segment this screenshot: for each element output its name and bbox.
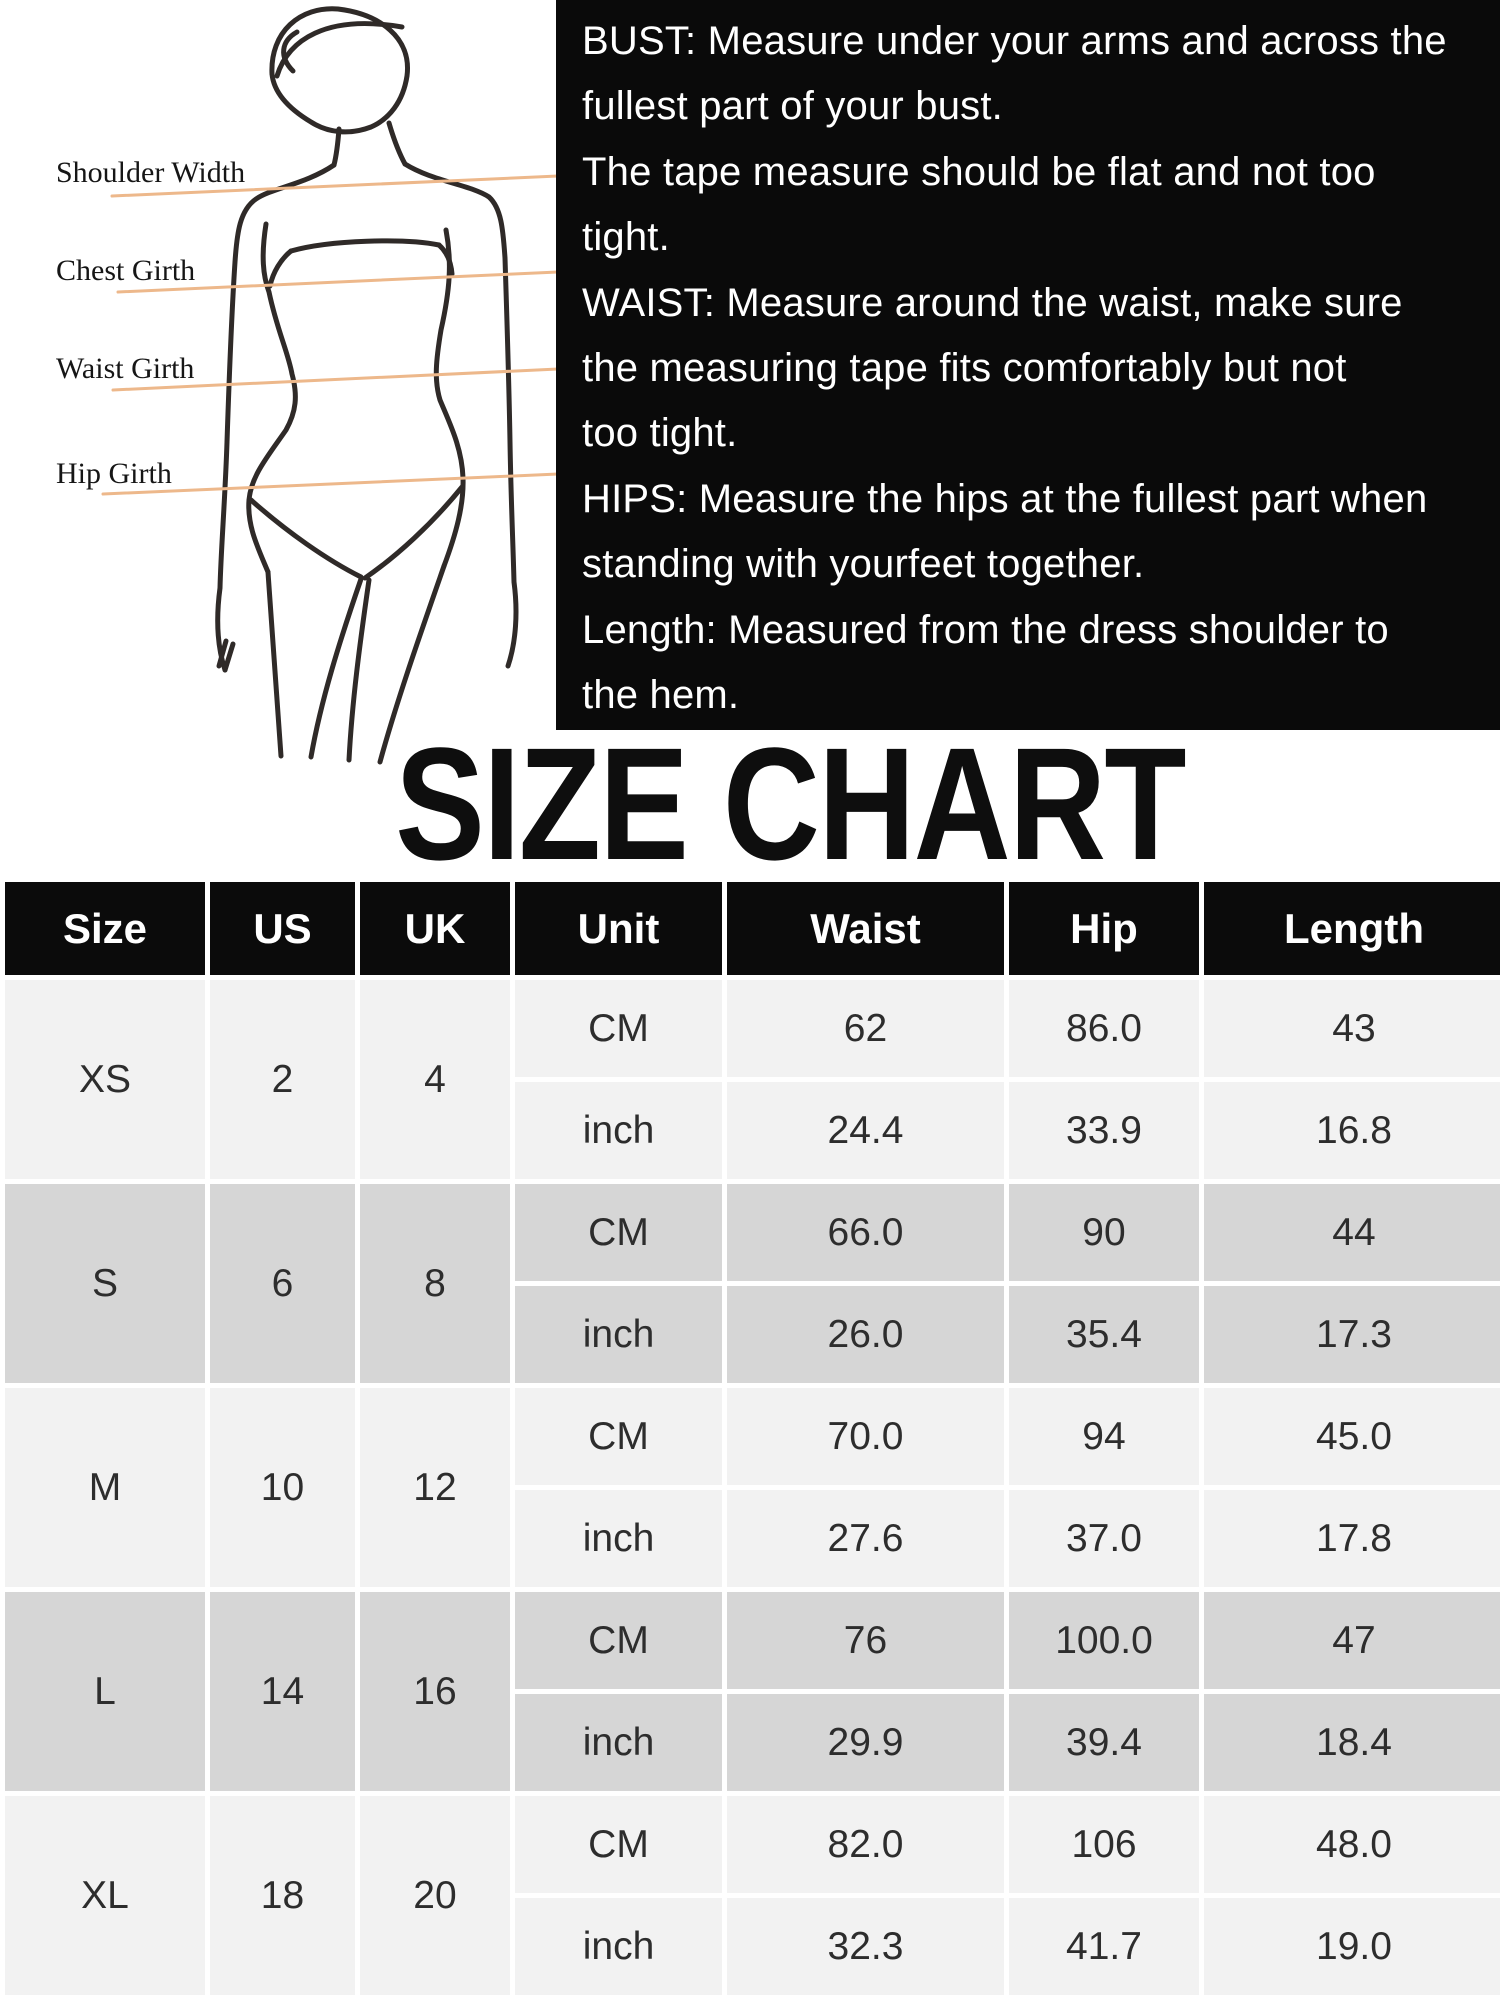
size-cell: L (5, 1592, 205, 1791)
waist-cell: 70.0 (727, 1388, 1004, 1485)
waist-girth-label: Waist Girth (56, 352, 195, 385)
uk-cell: 16 (360, 1592, 510, 1791)
length-cell: 16.8 (1204, 1082, 1500, 1179)
unit-cell: inch (515, 1898, 722, 1995)
hip-cell: 90 (1009, 1184, 1199, 1281)
column-header-us: US (210, 882, 355, 975)
us-cell: 14 (210, 1592, 355, 1791)
waist-cell: 62 (727, 980, 1004, 1077)
length-cell: 45.0 (1204, 1388, 1500, 1485)
size-cell: S (5, 1184, 205, 1383)
unit-cell: CM (515, 1388, 722, 1485)
hip-cell: 106 (1009, 1796, 1199, 1893)
waist-cell: 27.6 (727, 1490, 1004, 1587)
waist-line (111, 367, 558, 392)
instruction-line: the measuring tape fits comfortably but … (582, 346, 1347, 391)
waist-cell: 82.0 (727, 1796, 1004, 1893)
size-row-M-inch: inch 27.6 37.0 17.8 (5, 1490, 1500, 1587)
unit-cell: CM (515, 980, 722, 1077)
unit-cell: inch (515, 1694, 722, 1791)
instruction-line: BUST: Measure under your arms and across… (582, 19, 1447, 63)
waist-cell: 76 (727, 1592, 1004, 1689)
size-chart-table: Size US UK Unit Waist Hip Length XS 2 4 CM 62 86.0 4… (0, 877, 1500, 2000)
size-row-S-CM: S 6 8 CM 66.0 90 44 (5, 1184, 1500, 1383)
body-outline-illustration (101, 6, 558, 765)
unit-cell: inch (515, 1490, 722, 1587)
instruction-line: WAIST: Measure around the waist, make su… (582, 280, 1403, 325)
uk-cell: 12 (360, 1388, 510, 1587)
size-row-XS-CM: XS 2 4 CM 62 86.0 43 (5, 980, 1500, 1179)
length-cell: 44 (1204, 1184, 1500, 1281)
instruction-line: The tape measure should be flat and not … (582, 149, 1376, 194)
unit-cell: CM (515, 1592, 722, 1689)
instruction-line: too tight. (582, 411, 738, 456)
hip-line (101, 472, 558, 496)
unit-cell: inch (515, 1082, 722, 1179)
hip-cell: 100.0 (1009, 1592, 1199, 1689)
hip-cell: 35.4 (1009, 1286, 1199, 1383)
column-header-uk: UK (360, 882, 510, 975)
table-header-row: Size US UK Unit Waist Hip Length (5, 882, 1500, 975)
size-cell: XL (5, 1796, 205, 1995)
instruction-line: standing with yourfeet together. (582, 542, 1145, 587)
waist-cell: 32.3 (727, 1898, 1004, 1995)
chest-girth-label: Chest Girth (56, 254, 196, 287)
size-row-XS-inch: inch 24.4 33.9 16.8 (5, 1082, 1500, 1179)
column-header-waist: Waist (727, 882, 1004, 975)
measurement-guide-lines (101, 174, 558, 496)
size-row-M-CM: M 10 12 CM 70.0 94 45.0 (5, 1388, 1500, 1587)
waist-cell: 29.9 (727, 1694, 1004, 1791)
waist-cell: 24.4 (727, 1082, 1004, 1179)
us-cell: 2 (210, 980, 355, 1179)
column-header-length: Length (1204, 882, 1500, 975)
page-title: SIZE CHART (395, 714, 1186, 893)
instruction-line: fullest part of your bust. (582, 84, 1003, 129)
size-row-S-inch: inch 26.0 35.4 17.3 (5, 1286, 1500, 1383)
length-cell: 18.4 (1204, 1694, 1500, 1791)
size-row-XL-CM: XL 18 20 CM 82.0 106 48.0 (5, 1796, 1500, 1995)
column-header-unit: Unit (515, 882, 722, 975)
us-cell: 10 (210, 1388, 355, 1587)
size-row-L-inch: inch 29.9 39.4 18.4 (5, 1694, 1500, 1791)
hip-cell: 37.0 (1009, 1490, 1199, 1587)
measurement-instructions-panel: BUST: Measure under your arms and across… (556, 0, 1500, 730)
shoulder-line (110, 174, 558, 198)
uk-cell: 8 (360, 1184, 510, 1383)
waist-cell: 66.0 (727, 1184, 1004, 1281)
instruction-line: HIPS: Measure the hips at the fullest pa… (582, 476, 1428, 521)
length-cell: 17.8 (1204, 1490, 1500, 1587)
unit-cell: CM (515, 1796, 722, 1893)
length-cell: 17.3 (1204, 1286, 1500, 1383)
instruction-line: tight. (582, 215, 670, 260)
uk-cell: 4 (360, 980, 510, 1179)
length-cell: 48.0 (1204, 1796, 1500, 1893)
unit-cell: CM (515, 1184, 722, 1281)
waist-cell: 26.0 (727, 1286, 1004, 1383)
size-row-XL-inch: inch 32.3 41.7 19.0 (5, 1898, 1500, 1995)
length-cell: 43 (1204, 980, 1500, 1077)
us-cell: 6 (210, 1184, 355, 1383)
hip-cell: 39.4 (1009, 1694, 1199, 1791)
size-row-L-CM: L 14 16 CM 76 100.0 47 (5, 1592, 1500, 1791)
instruction-line: the hem. (582, 673, 740, 718)
column-header-size: Size (5, 882, 205, 975)
us-cell: 18 (210, 1796, 355, 1995)
length-cell: 19.0 (1204, 1898, 1500, 1995)
shoulder-width-label: Shoulder Width (56, 156, 246, 189)
hip-cell: 33.9 (1009, 1082, 1199, 1179)
hip-cell: 94 (1009, 1388, 1199, 1485)
body-measurement-diagram: Shoulder Width Chest Girth Waist Girth H… (0, 0, 558, 782)
instruction-line: Length: Measured from the dress shoulder… (582, 607, 1389, 652)
hip-cell: 41.7 (1009, 1898, 1199, 1995)
size-cell: XS (5, 980, 205, 1179)
hip-cell: 86.0 (1009, 980, 1199, 1077)
chest-line (116, 270, 558, 294)
hip-girth-label: Hip Girth (56, 457, 172, 490)
size-cell: M (5, 1388, 205, 1587)
length-cell: 47 (1204, 1592, 1500, 1689)
uk-cell: 20 (360, 1796, 510, 1995)
column-header-hip: Hip (1009, 882, 1199, 975)
unit-cell: inch (515, 1286, 722, 1383)
